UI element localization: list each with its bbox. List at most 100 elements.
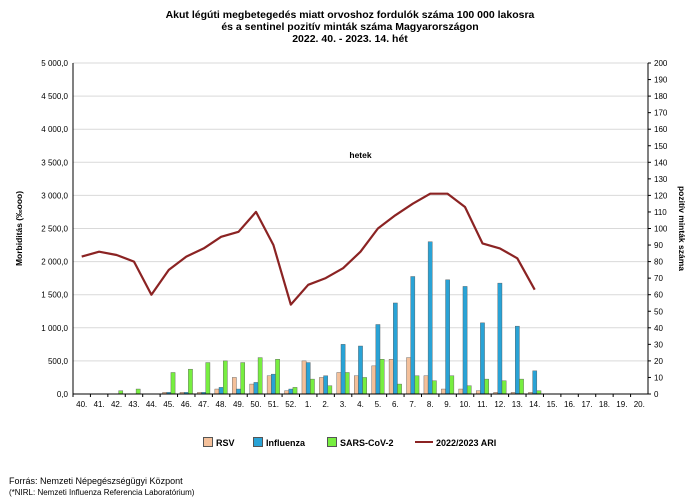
bar-influenza — [532, 370, 538, 395]
bar-influenza — [271, 373, 276, 395]
legend-swatch-sars-cov-2 — [327, 437, 337, 447]
y2-tick-label: 30 — [654, 340, 663, 349]
chart-title-line-1: Akut légúti megbetegedés miatt orvoshoz … — [165, 9, 535, 21]
bar-sars-cov-2 — [240, 362, 246, 395]
y-tick-label: 4 000,0 — [41, 125, 68, 134]
y-tick-label: 3 500,0 — [41, 158, 68, 167]
x-tick-label: 6. — [392, 400, 399, 409]
bar-rsv — [319, 377, 324, 395]
y2-tick-label: 150 — [654, 142, 668, 151]
bar-rsv — [336, 372, 342, 395]
y-tick-label: 500,0 — [48, 357, 69, 366]
x-tick-label: 19. — [616, 400, 627, 409]
x-tick-label: 17. — [581, 400, 592, 409]
bar-sars-cov-2 — [432, 380, 437, 395]
bar-sars-cov-2 — [205, 362, 211, 395]
bar-sars-cov-2 — [519, 378, 524, 395]
bar-influenza — [305, 362, 311, 395]
y2-tick-label: 20 — [654, 357, 663, 366]
bar-sars-cov-2 — [310, 378, 315, 395]
bar-influenza — [427, 241, 433, 395]
bar-rsv — [406, 357, 411, 395]
x-tick-label: 46. — [181, 400, 192, 409]
legend: RSV Influenza SARS-CoV-2 2022/2023 ARI — [195, 437, 525, 451]
x-tick-label: 44. — [146, 400, 157, 409]
axes-group: 0,0 500,0 1 000,0 1 500,0 2 000,0 2 500,0 3 00… — [41, 59, 668, 409]
bar-sars-cov-2 — [292, 387, 298, 395]
bar-rsv — [266, 375, 272, 395]
x-tick-label: 11. — [477, 400, 488, 409]
bar-influenza — [218, 387, 224, 395]
y2-tick-label: 60 — [654, 291, 663, 300]
bar-influenza — [497, 282, 503, 395]
y-tick-label: 1 500,0 — [41, 291, 68, 300]
bar-sars-cov-2 — [170, 372, 176, 395]
bar-sars-cov-2 — [188, 368, 193, 395]
x-tick-label: 1. — [305, 400, 312, 409]
chart-title: Akut légúti megbetegedés miatt orvoshoz … — [0, 9, 700, 45]
bar-influenza — [480, 322, 485, 395]
bar-influenza — [445, 279, 450, 395]
bar-rsv — [458, 388, 464, 395]
bar-sars-cov-2 — [135, 388, 141, 395]
y2-tick-label: 90 — [654, 241, 663, 250]
bar-influenza — [375, 324, 381, 395]
y2-tick-label: 100 — [654, 225, 668, 234]
x-tick-label: 48. — [216, 400, 227, 409]
bar-rsv — [354, 375, 359, 395]
bar-rsv — [249, 383, 255, 395]
bar-rsv — [214, 388, 220, 395]
legend-label-ari: 2022/2023 ARI — [436, 438, 497, 448]
x-tick-label: 15. — [547, 400, 558, 409]
x-tick-label: 49. — [233, 400, 244, 409]
footer-note: (*NIRL: Nemzeti Influenza Referencia Lab… — [9, 488, 195, 497]
bar-sars-cov-2 — [466, 385, 472, 395]
y2-tick-label: 170 — [654, 109, 668, 118]
legend-item-rsv: RSV — [203, 437, 235, 449]
x-axis-label: hetek — [349, 150, 371, 160]
bar-influenza — [515, 325, 520, 395]
bar-rsv — [388, 359, 394, 395]
ari-line-group — [81, 192, 536, 306]
x-tick-label: 3. — [340, 400, 347, 409]
y2-tick-label: 80 — [654, 258, 663, 267]
legend-item-ari: 2022/2023 ARI — [415, 437, 496, 449]
y2-tick-label: 200 — [654, 59, 668, 68]
legend-label-rsv: RSV — [216, 438, 235, 448]
x-tick-label: 20. — [634, 400, 645, 409]
bar-sars-cov-2 — [257, 357, 263, 395]
x-tick-label: 52. — [285, 400, 296, 409]
bar-sars-cov-2 — [484, 378, 489, 395]
chart-title-line-2: és a sentinel pozitív minták száma Magya… — [221, 21, 479, 33]
y2-tick-label: 190 — [654, 76, 668, 85]
y2-axis-label: pozitív minták száma — [677, 186, 687, 271]
x-tick-label: 8. — [427, 400, 434, 409]
bar-influenza — [253, 382, 259, 395]
bar-sars-cov-2 — [501, 380, 507, 395]
x-tick-label: 40. — [76, 400, 87, 409]
footer-source: Forrás: Nemzeti Népegészségügyi Központ — [9, 476, 183, 486]
y2-tick-label: 160 — [654, 125, 668, 134]
legend-item-sars-cov-2: SARS-CoV-2 — [327, 437, 394, 449]
x-tick-label: 43. — [128, 400, 139, 409]
bar-sars-cov-2 — [397, 383, 402, 395]
legend-label-sars-cov-2: SARS-CoV-2 — [340, 438, 394, 448]
bar-influenza — [288, 388, 294, 395]
y-tick-label: 2 500,0 — [41, 225, 68, 234]
y2-tick-label: 10 — [654, 373, 663, 382]
bar-influenza — [340, 344, 346, 395]
bar-influenza — [358, 345, 363, 395]
legend-label-influenza: Influenza — [266, 438, 306, 448]
x-tick-label: 45. — [163, 400, 174, 409]
x-tick-label: 47. — [198, 400, 209, 409]
chart-title-line-3: 2022. 40. - 2023. 14. hét — [292, 33, 408, 45]
x-tick-label: 10. — [459, 400, 470, 409]
x-tick-label: 42. — [111, 400, 122, 409]
bar-rsv — [441, 388, 446, 395]
bar-rsv — [232, 377, 237, 395]
bar-influenza — [236, 388, 241, 395]
bar-sars-cov-2 — [275, 359, 280, 395]
x-tick-label: 18. — [599, 400, 610, 409]
y-tick-label: 4 500,0 — [41, 92, 68, 101]
x-tick-label: 41. — [94, 400, 105, 409]
